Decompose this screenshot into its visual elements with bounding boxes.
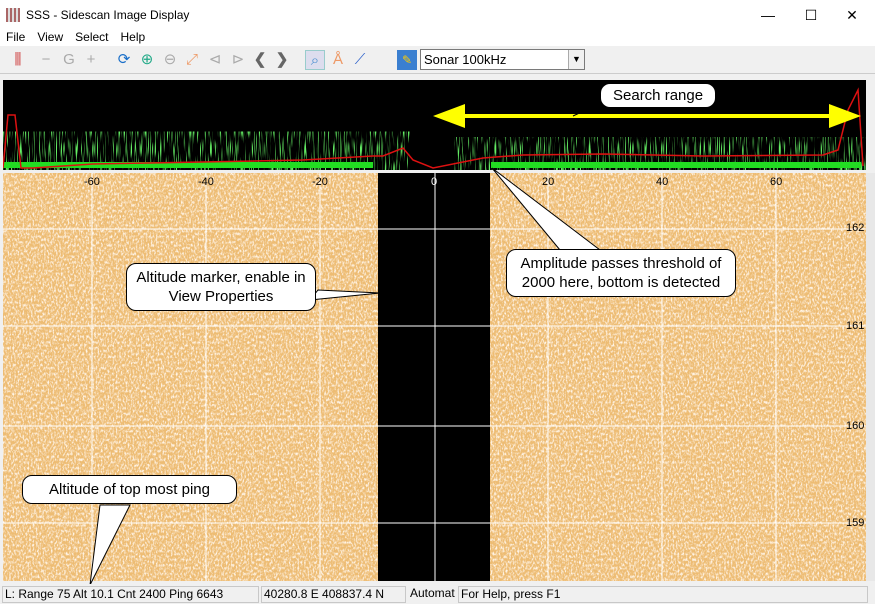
status-ping-info: L: Range 75 Alt 10.1 Cnt 2400 Ping 6643 [2, 586, 259, 603]
maximize-button[interactable]: ☐ [804, 7, 818, 23]
zoom-in-icon[interactable]: ⊕ [140, 51, 154, 68]
magnifier-icon[interactable]: ⌕ [305, 50, 325, 70]
callout-amplitude: Amplitude passes threshold of 2000 here,… [506, 249, 736, 297]
callout-search-range: Search range [600, 83, 717, 108]
sliders-icon[interactable]: ⫼ [14, 51, 22, 68]
status-coordinates: 40280.8 E 408837.4 N [261, 586, 406, 603]
menu-bar: File View Select Help [0, 30, 875, 46]
x-tick: 40 [656, 176, 669, 188]
menu-help[interactable]: Help [120, 30, 146, 44]
close-button[interactable]: ✕ [846, 7, 858, 23]
sidescan-image [3, 173, 866, 581]
status-bar: L: Range 75 Alt 10.1 Cnt 2400 Ping 6643 … [0, 584, 875, 604]
y-tick: 159 [846, 517, 865, 529]
amplitude-red-line [3, 87, 864, 169]
amplitude-base-left [3, 162, 373, 168]
forward-icon[interactable]: ❯ [275, 51, 289, 68]
x-tick: 20 [542, 176, 555, 188]
status-mode: Automat [410, 586, 455, 600]
status-help: For Help, press F1 [458, 586, 868, 603]
callout-altitude-marker: Altitude marker, enable in View Properti… [126, 263, 316, 311]
measure-icon[interactable]: ⟋ [354, 51, 366, 68]
minus-icon[interactable]: − [41, 51, 51, 68]
window-title: SSS - Sidescan Image Display [26, 8, 190, 22]
zoom-next-icon[interactable]: ⊳ [231, 51, 245, 68]
y-tick: 162 [846, 222, 865, 234]
channel-value: Sonar 100kHz [424, 52, 507, 67]
menu-select[interactable]: Select [75, 30, 109, 44]
minimize-button[interactable]: — [761, 7, 775, 23]
arrowhead-left [433, 104, 465, 128]
callout-altitude-top: Altitude of top most ping [22, 475, 237, 504]
back-icon[interactable]: ❮ [253, 51, 267, 68]
callout-pointer [572, 101, 604, 117]
arrowhead-right [829, 104, 861, 128]
zoom-out-icon[interactable]: ⊖ [163, 51, 177, 68]
grid [3, 173, 866, 581]
compass-icon[interactable]: Å [332, 51, 343, 68]
fit-icon[interactable]: ⤢ [185, 51, 198, 68]
chevron-down-icon[interactable]: ▼ [568, 50, 584, 69]
x-tick: -40 [198, 176, 214, 188]
x-tick: 0 [431, 176, 438, 188]
water-column [378, 173, 490, 581]
plus-icon[interactable]: + [86, 51, 96, 68]
x-tick: -60 [84, 176, 100, 188]
gauge-icon[interactable]: G [63, 51, 75, 68]
title-bar: SSS - Sidescan Image Display — ☐ ✕ [0, 0, 875, 30]
vertical-scrollbar[interactable] [866, 173, 875, 581]
y-tick: 160 [846, 420, 865, 432]
menu-file[interactable]: File [6, 30, 26, 44]
y-tick: 161 [846, 320, 865, 332]
channel-select[interactable]: Sonar 100kHz ▼ [420, 49, 585, 70]
x-tick: -20 [312, 176, 328, 188]
zoom-prev-icon[interactable]: ⊲ [208, 51, 222, 68]
amplitude-plot [3, 80, 866, 170]
x-tick: 60 [770, 176, 783, 188]
app-icon [6, 8, 20, 22]
add-layer-icon[interactable]: ✎ [397, 50, 417, 70]
refresh-icon[interactable]: ⟳ [117, 51, 131, 68]
amplitude-base-right [491, 162, 861, 168]
menu-view[interactable]: View [37, 30, 64, 44]
